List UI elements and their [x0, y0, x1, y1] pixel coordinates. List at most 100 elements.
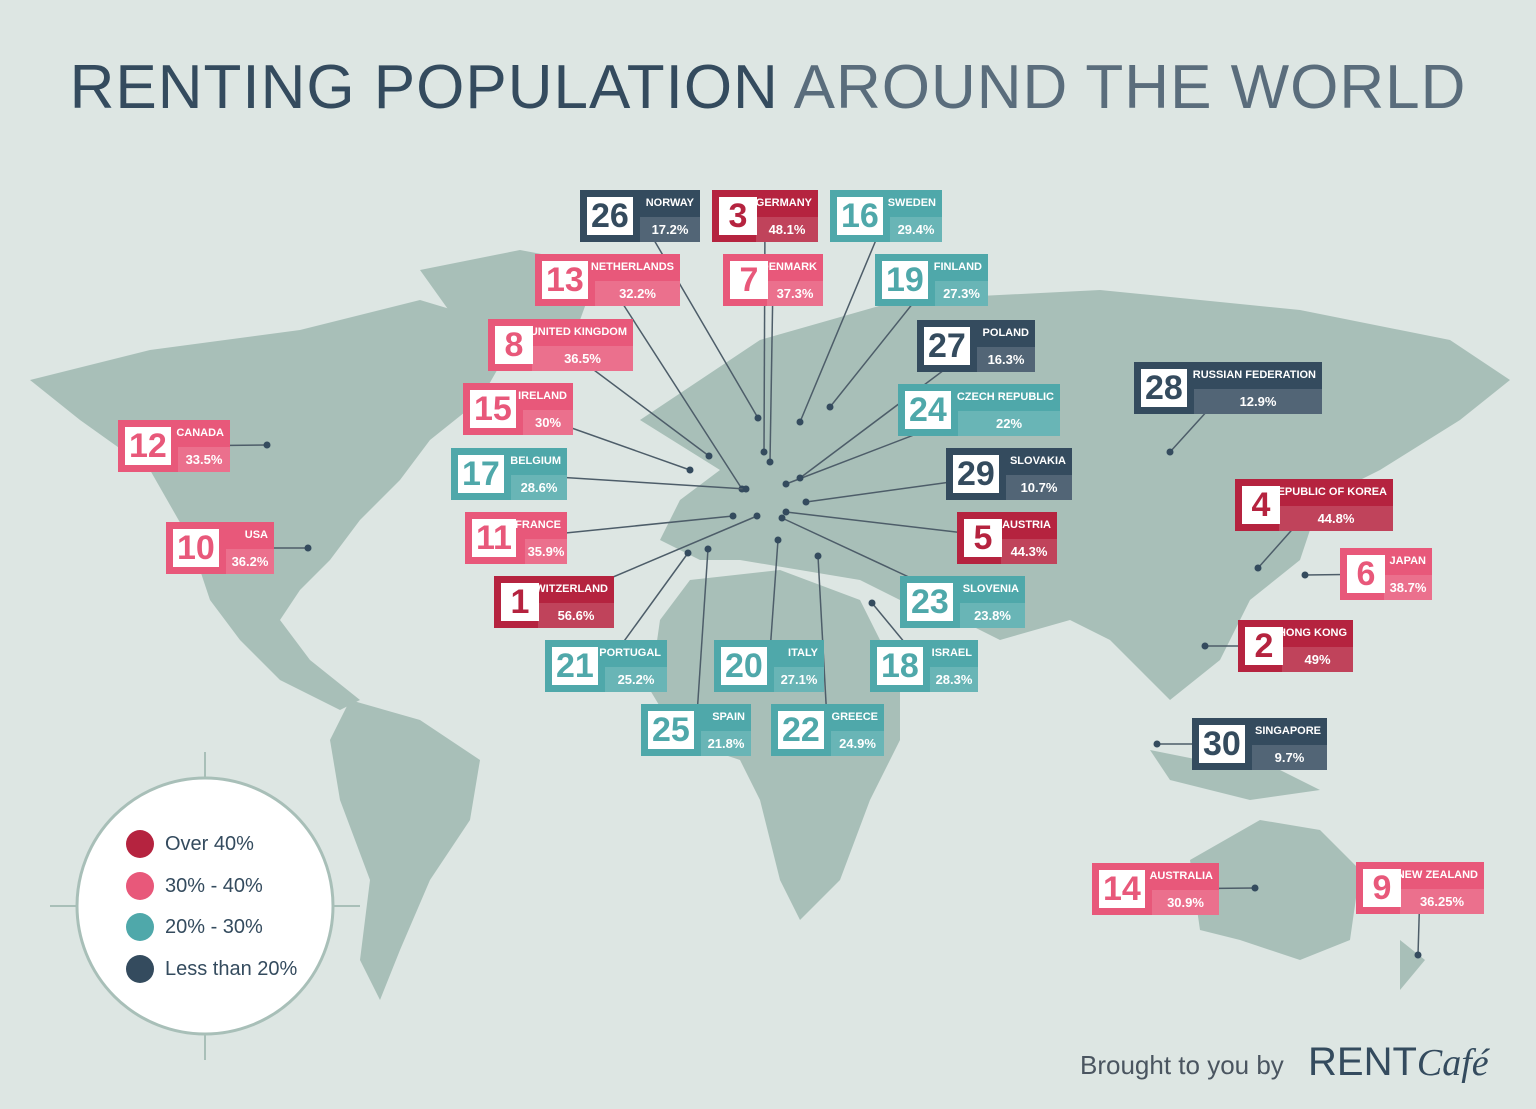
location-dot: [778, 514, 786, 522]
country-label: 26 NORWAY 17.2%: [580, 190, 700, 242]
country-label: 2 HONG KONG 49%: [1238, 620, 1353, 672]
location-dot: [766, 458, 774, 466]
country-label: 12 CANADA 33.5%: [118, 420, 230, 472]
location-dot: [1251, 884, 1259, 892]
country-name: SWEDEN: [887, 197, 936, 209]
location-dot: [802, 498, 810, 506]
location-dot: [753, 512, 761, 520]
country-value: 36.5%: [532, 346, 633, 371]
country-name: DENMARK: [760, 261, 817, 273]
country-name: HONG KONG: [1277, 627, 1347, 639]
country-value: 9.7%: [1252, 745, 1327, 770]
country-value: 12.9%: [1194, 389, 1322, 414]
country-value: 27.3%: [935, 281, 988, 306]
rank: 29: [953, 455, 999, 493]
country-label: 21 PORTUGAL 25.2%: [545, 640, 667, 692]
country-value: 24.9%: [831, 731, 884, 756]
rank: 5: [964, 519, 1002, 557]
country-label: 14 AUSTRALIA 30.9%: [1092, 863, 1219, 915]
rank: 21: [552, 647, 598, 685]
country-label: 24 CZECH REPUBLIC 22%: [898, 384, 1060, 436]
country-name: RUSSIAN FEDERATION: [1192, 369, 1316, 381]
footer-text: Brought to you by: [1080, 1050, 1284, 1080]
leader-line: [799, 215, 887, 423]
south-america: [330, 700, 480, 1000]
country-label: 1 SWITZERLAND 56.6%: [494, 576, 614, 628]
country-label: 18 ISRAEL 28.3%: [870, 640, 978, 692]
country-value: 21.8%: [701, 731, 751, 756]
country-name: NETHERLANDS: [590, 261, 674, 273]
rank: 15: [470, 390, 516, 428]
location-dot: [304, 544, 312, 552]
country-value: 30%: [523, 410, 573, 435]
country-value: 10.7%: [1006, 475, 1072, 500]
country-name: BELGIUM: [510, 455, 561, 467]
country-label: 6 JAPAN 38.7%: [1340, 548, 1432, 600]
leader-line: [639, 215, 759, 419]
rank: 11: [472, 519, 516, 557]
country-value: 36.25%: [1400, 889, 1484, 914]
location-dot: [704, 545, 712, 553]
rank: 23: [907, 583, 953, 621]
rank: 13: [542, 261, 588, 299]
country-label: 11 FRANCE 35.9%: [465, 512, 567, 564]
country-value: 30.9%: [1152, 890, 1219, 915]
leader-line: [606, 279, 743, 490]
country-label: 25 SPAIN 21.8%: [641, 704, 751, 756]
rank: 26: [587, 197, 633, 235]
north-america: [30, 300, 520, 710]
country-value: 44.3%: [1001, 539, 1057, 564]
country-value: 37.3%: [767, 281, 823, 306]
country-value: 17.2%: [640, 217, 700, 242]
leader-line: [769, 279, 774, 463]
country-label: 13 NETHERLANDS 32.2%: [535, 254, 680, 306]
rank: 24: [905, 391, 951, 429]
location-dot: [796, 418, 804, 426]
location-dot: [774, 536, 782, 544]
country-value: 56.6%: [538, 603, 614, 628]
country-name: NORWAY: [645, 197, 694, 209]
location-dot: [796, 474, 804, 482]
rank: 27: [924, 327, 970, 365]
title-strong: RENTING POPULATION: [69, 53, 779, 122]
country-name: PORTUGAL: [599, 647, 661, 659]
country-name: POLAND: [982, 327, 1029, 339]
rank: 22: [778, 711, 824, 749]
new-zealand: [1400, 940, 1425, 990]
country-value: 48.1%: [756, 217, 818, 242]
rank: 30: [1199, 725, 1245, 763]
legend-swatch: [126, 871, 154, 900]
rank: 18: [877, 647, 923, 685]
rank: 28: [1141, 369, 1187, 407]
country-value: 49%: [1282, 647, 1353, 672]
country-name: CANADA: [176, 427, 224, 439]
country-label: 29 SLOVAKIA 10.7%: [946, 448, 1072, 500]
title: RENTING POPULATION AROUND THE WORLD: [0, 52, 1536, 123]
country-value: 25.2%: [605, 667, 667, 692]
rank: 19: [882, 261, 928, 299]
country-value: 38.7%: [1384, 575, 1432, 600]
country-name: CZECH REPUBLIC: [956, 391, 1054, 403]
country-name: FRANCE: [515, 519, 561, 531]
location-dot: [1254, 564, 1262, 572]
country-value: 32.2%: [595, 281, 680, 306]
leader-line: [763, 215, 766, 453]
legend-label: Less than 20%: [165, 957, 298, 980]
country-label: 20 ITALY 27.1%: [714, 640, 824, 692]
country-value: 29.4%: [890, 217, 942, 242]
location-dot: [729, 512, 737, 520]
country-name: ITALY: [788, 647, 818, 659]
country-label: 5 AUSTRIA 44.3%: [957, 512, 1057, 564]
location-dot: [684, 549, 692, 557]
location-dot: [1414, 951, 1422, 959]
location-dot: [742, 485, 750, 493]
location-dot: [1201, 642, 1209, 650]
location-dot: [705, 452, 713, 460]
location-dot: [868, 599, 876, 607]
legend-swatch: [126, 913, 154, 941]
country-label: 17 BELGIUM 28.6%: [451, 448, 567, 500]
country-name: SINGAPORE: [1254, 725, 1321, 737]
location-dot: [760, 448, 768, 456]
country-label: 23 SLOVENIA 23.8%: [900, 576, 1025, 628]
